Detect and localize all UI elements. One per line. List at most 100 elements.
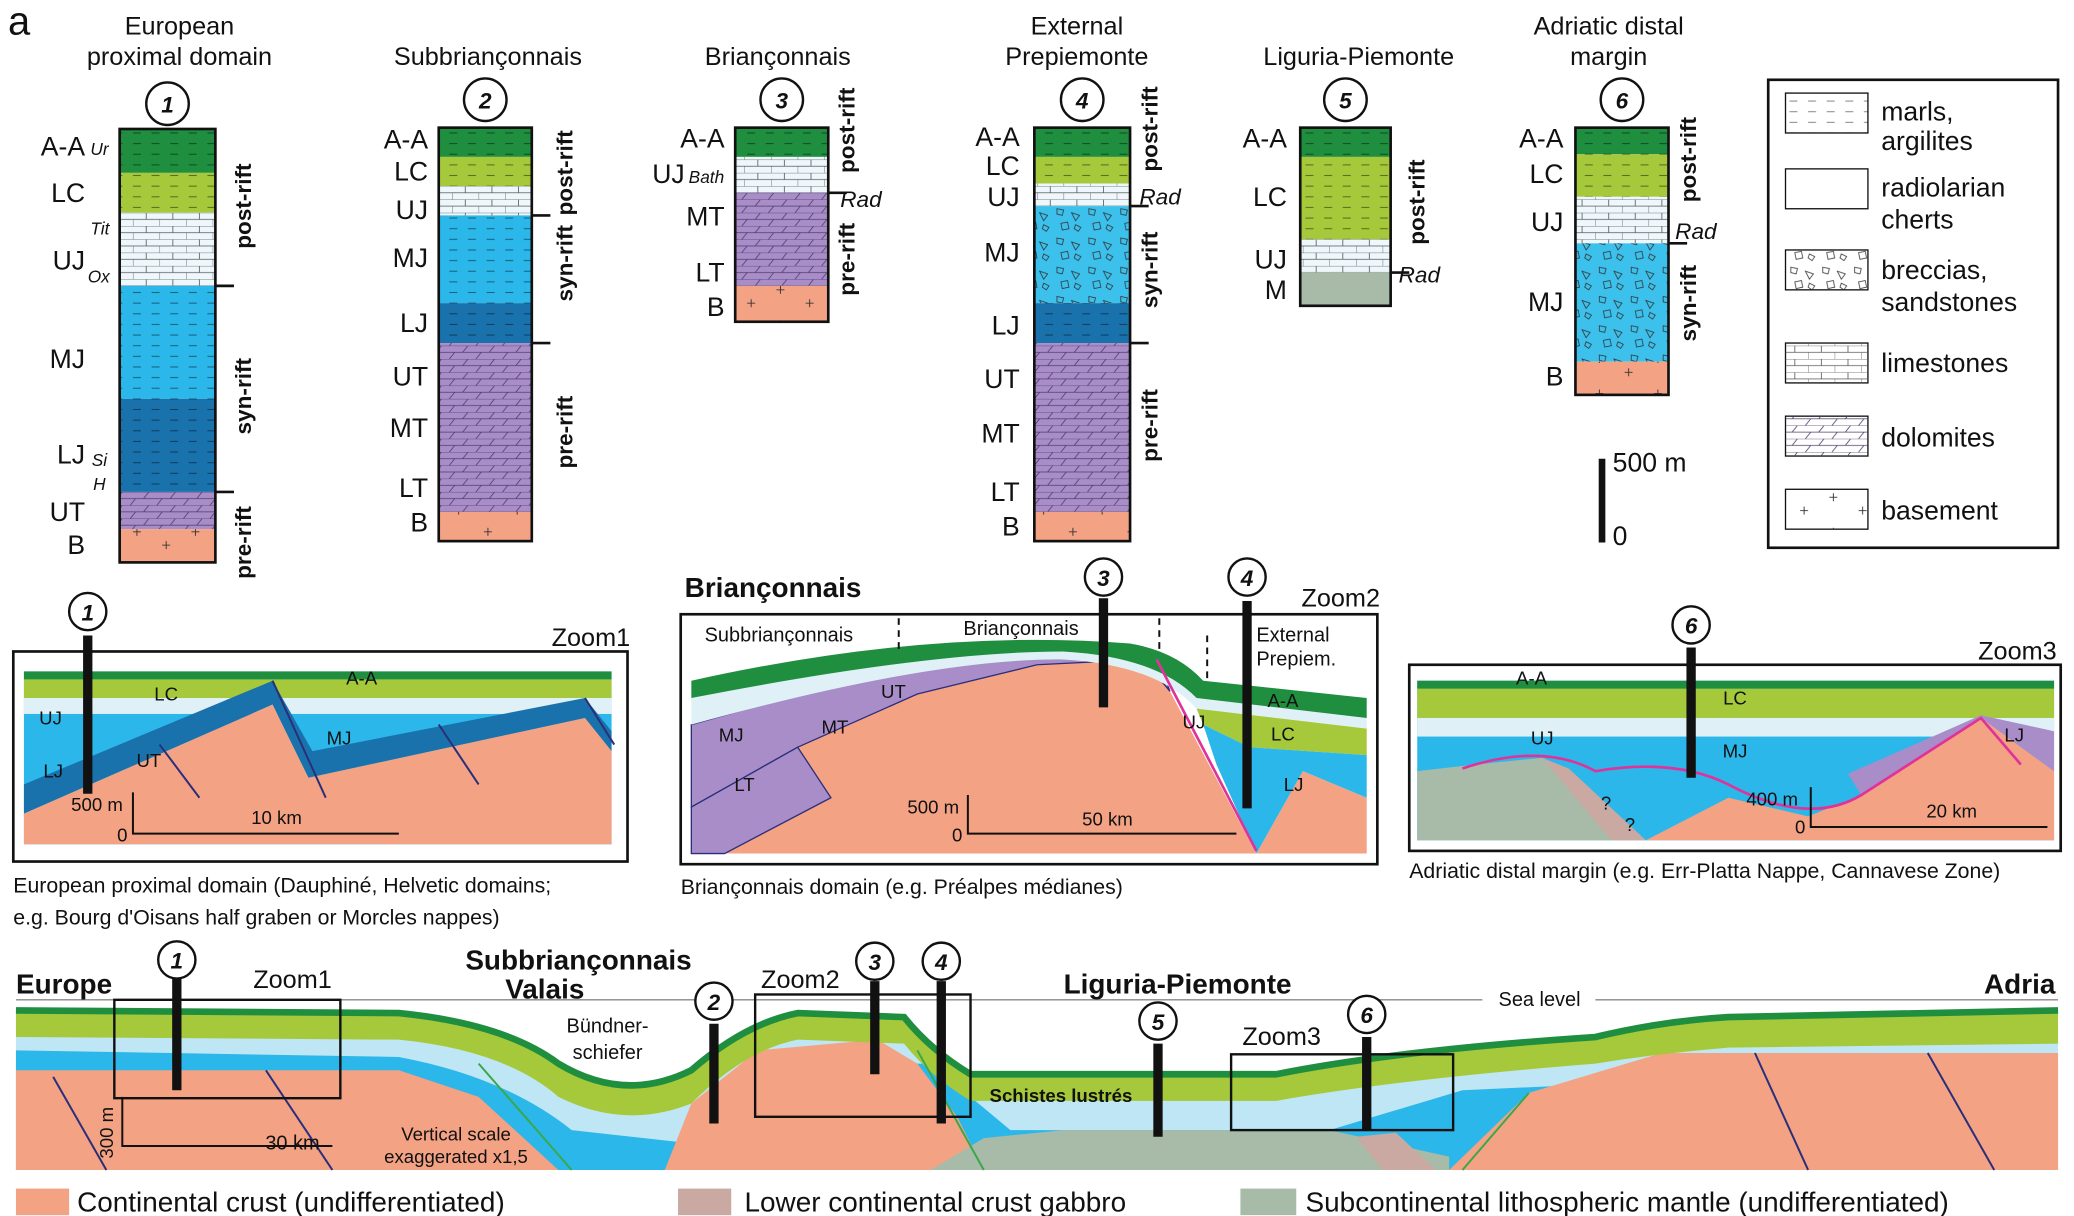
unit-label: LC: [51, 178, 85, 208]
unit-label: LJ: [400, 308, 428, 338]
scale-label: 500 m: [1613, 448, 1687, 478]
legend-text: breccias,: [1881, 255, 1987, 285]
column-title: European: [125, 13, 235, 41]
column-pattern: [439, 343, 532, 512]
zoom-unit-label: LC: [154, 684, 178, 705]
marker-number: 4: [1240, 566, 1254, 591]
phase-label: post-rift: [1405, 159, 1430, 245]
scale-label: 500 m: [907, 797, 959, 818]
subunit-label: Ox: [88, 267, 111, 287]
scale-label: 0: [1795, 816, 1805, 837]
zoom-unit-label: MJ: [719, 725, 744, 746]
zoom-unit-label: LC: [1271, 723, 1295, 744]
unit-label: UJ: [396, 195, 428, 225]
marker-number: 6: [1685, 614, 1698, 639]
column-pattern: [1034, 512, 1130, 541]
unit-label: MJ: [1528, 287, 1563, 317]
unit-label: UT: [393, 361, 428, 391]
phase-label: pre-rift: [1138, 389, 1163, 462]
scale-label: 500 m: [71, 794, 123, 815]
zoom-unit-label: LC: [1723, 688, 1747, 709]
subunit-label: Tit: [90, 219, 110, 239]
unit-label: A-A: [1243, 123, 1288, 153]
column-title: Adriatic distal: [1534, 13, 1684, 41]
marker-number: 1: [161, 93, 174, 118]
zoom-unit-label: LJ: [43, 761, 63, 782]
scale-label: 50 km: [1082, 808, 1133, 829]
column-pattern: [120, 492, 216, 529]
column-pattern: [735, 286, 828, 322]
phase-label: post-rift: [1676, 116, 1701, 202]
unit-label: LJ: [992, 311, 1020, 341]
scale-label: 30 km: [265, 1132, 319, 1154]
legend-text: marls,: [1881, 97, 1953, 127]
zoom-unit-label: UT: [881, 681, 906, 702]
legend-swatch: [1240, 1189, 1296, 1216]
legend-text: cherts: [1881, 204, 1953, 234]
column-pattern: [735, 157, 828, 193]
legend-text: radiolarian: [1881, 172, 2005, 202]
zoom-unit-label: MJ: [1723, 741, 1748, 762]
unit-label: UJ: [652, 159, 684, 189]
zoom-unit-label: UT: [136, 750, 161, 771]
subunit-label: Ur: [90, 139, 109, 159]
zoom-caption: Adriatic distal margin (e.g. Err-Platta …: [1409, 859, 2000, 883]
column-layer: [1300, 273, 1390, 306]
phase-label: syn-rift: [1676, 264, 1701, 341]
column-pattern: [439, 303, 532, 343]
column-pattern: [1575, 243, 1668, 361]
legend-text: dolomites: [1881, 422, 1995, 452]
legend-swatch: [16, 1189, 69, 1216]
legend-swatch: [1786, 169, 1868, 209]
legend-pattern: [1786, 250, 1868, 290]
column-pattern: [1034, 206, 1130, 303]
column-pattern: [439, 128, 532, 157]
zoom-unit-label: A-A: [346, 668, 378, 689]
phase-label: pre-rift: [553, 395, 578, 468]
unit-label: MJ: [393, 243, 428, 273]
column-pattern: [1575, 154, 1668, 197]
zoom-unit-label: A-A: [1516, 668, 1548, 689]
unit-label: B: [67, 530, 85, 560]
section-drawing: [16, 994, 2058, 1169]
unit-label: UJ: [1254, 244, 1286, 274]
column-title: Briançonnais: [705, 43, 851, 71]
column-title: proximal domain: [87, 43, 272, 71]
region-label: Adria: [1984, 968, 2056, 999]
unit-label: UJ: [987, 182, 1019, 212]
unit-label: LC: [394, 157, 428, 187]
column-pattern: [735, 128, 828, 157]
zoom-unit-label: MT: [821, 717, 848, 738]
zoom-unit-label: LT: [734, 774, 754, 795]
unit-label: B: [410, 508, 428, 538]
column-pattern: [439, 512, 532, 541]
unit-label: UT: [50, 497, 85, 527]
legend-text: limestones: [1881, 348, 2008, 378]
zoom-title: Zoom1: [552, 624, 631, 652]
legend-text: Continental crust (undifferentiated): [77, 1186, 505, 1216]
unit-label: A-A: [384, 125, 429, 155]
scale-label: 0: [117, 824, 127, 845]
scale-label: 0: [952, 824, 962, 845]
phase-label: post-rift: [231, 163, 256, 249]
marker-number: 2: [478, 89, 492, 114]
region-label: Subbriançonnais: [465, 944, 691, 975]
marker-number: 5: [1339, 89, 1352, 114]
column-pattern: [120, 129, 216, 173]
section-note: Vertical scale: [401, 1124, 511, 1145]
unit-label: LC: [1253, 182, 1287, 212]
marker-number: 4: [1075, 89, 1089, 114]
region-label: Liguria-Piemonte: [1064, 968, 1292, 999]
zoom-unit-label: ?: [1625, 814, 1635, 835]
marker-number: 4: [934, 950, 948, 975]
unit-label: LT: [991, 477, 1020, 507]
phase-label: syn-rift: [553, 225, 578, 302]
unit-label: LC: [1529, 159, 1563, 189]
column-title: Liguria-Piemonte: [1263, 43, 1454, 71]
zoom-title: Zoom2: [1301, 584, 1380, 612]
column-pattern: [1575, 362, 1668, 395]
legend-text: sandstones: [1881, 287, 2017, 317]
column-pattern: [735, 193, 828, 286]
column-pattern: [1034, 183, 1130, 206]
unit-label: LT: [696, 258, 725, 288]
